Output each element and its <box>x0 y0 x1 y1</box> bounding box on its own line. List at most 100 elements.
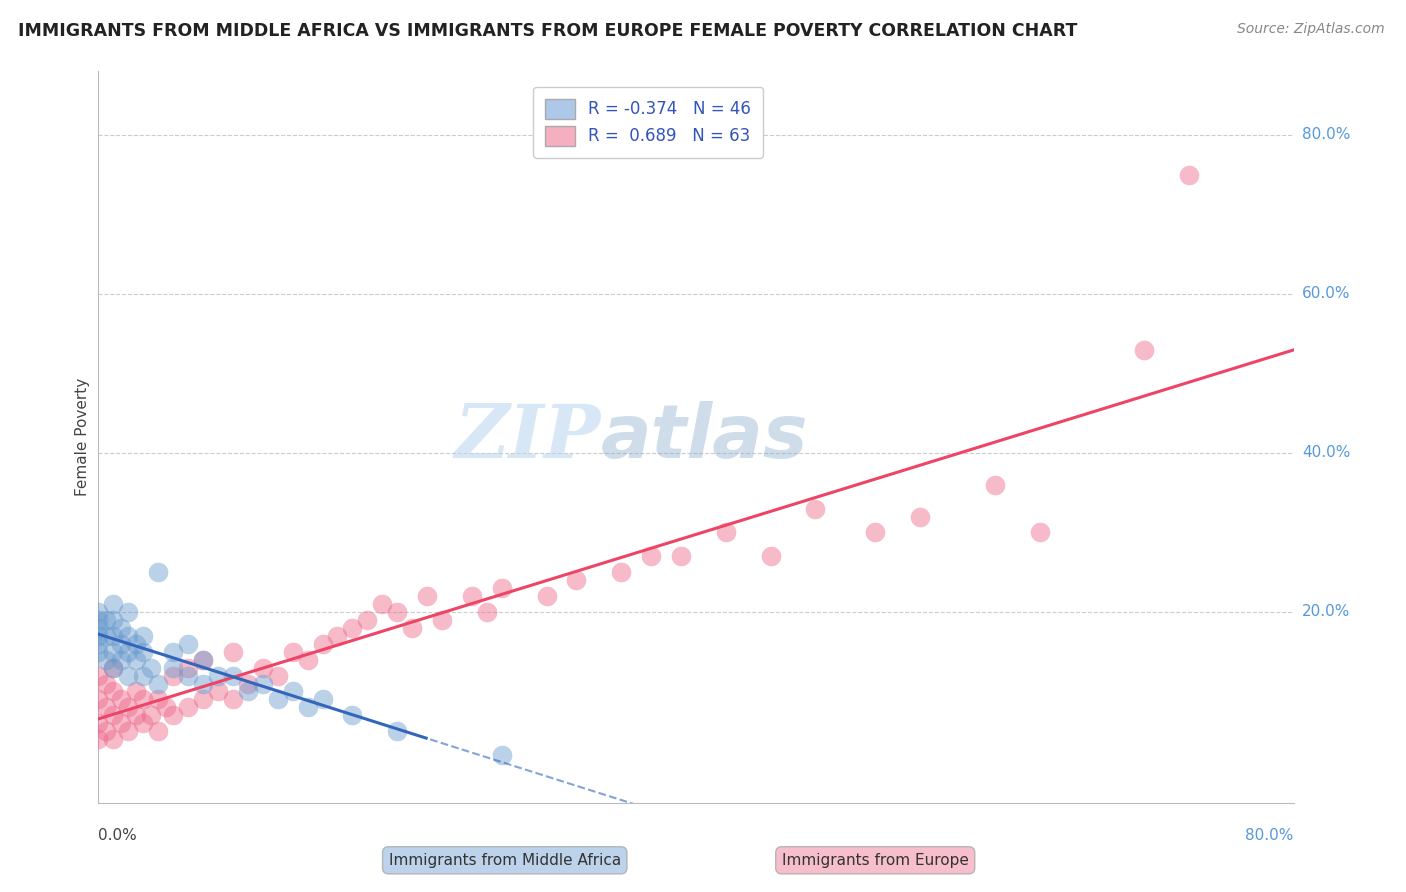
Point <box>565 573 588 587</box>
Point <box>222 692 245 706</box>
Point <box>714 525 737 540</box>
Point <box>311 637 333 651</box>
Point <box>177 660 200 674</box>
Point <box>103 629 125 643</box>
Point <box>87 645 110 659</box>
Point <box>297 653 319 667</box>
Y-axis label: Female Poverty: Female Poverty <box>75 378 90 496</box>
Point <box>311 692 333 706</box>
Point <box>87 692 110 706</box>
Text: Immigrants from Europe: Immigrants from Europe <box>782 853 969 868</box>
Point <box>865 525 887 540</box>
Point <box>132 645 155 659</box>
Point <box>117 700 139 714</box>
Point <box>117 724 139 739</box>
Point <box>385 605 409 619</box>
Point <box>110 716 132 731</box>
Point <box>94 676 117 690</box>
Point <box>132 716 155 731</box>
Point <box>281 684 304 698</box>
Point <box>94 724 117 739</box>
Point <box>236 676 259 690</box>
Point <box>94 629 117 643</box>
Point <box>110 637 132 651</box>
Point <box>103 732 125 747</box>
Point <box>125 637 148 651</box>
Point <box>461 589 484 603</box>
Point <box>1133 343 1156 357</box>
Point <box>155 700 177 714</box>
Point <box>110 692 132 706</box>
Text: 40.0%: 40.0% <box>1302 445 1350 460</box>
Point <box>103 660 125 674</box>
Point <box>87 732 110 747</box>
Point <box>110 621 132 635</box>
Point <box>236 684 259 698</box>
Point <box>117 629 139 643</box>
Point <box>87 613 110 627</box>
Point <box>87 637 110 651</box>
Point <box>385 724 409 739</box>
Point <box>1178 168 1201 182</box>
Text: 60.0%: 60.0% <box>1302 286 1350 301</box>
Point <box>139 660 162 674</box>
Point <box>177 637 200 651</box>
Point <box>177 700 200 714</box>
Text: atlas: atlas <box>600 401 808 474</box>
Text: 80.0%: 80.0% <box>1246 828 1294 843</box>
Point <box>342 708 364 723</box>
Text: Source: ZipAtlas.com: Source: ZipAtlas.com <box>1237 22 1385 37</box>
Point <box>1028 525 1050 540</box>
Point <box>536 589 558 603</box>
Point <box>148 676 170 690</box>
Point <box>132 692 155 706</box>
Point <box>252 660 274 674</box>
Point <box>669 549 692 564</box>
Point <box>87 668 110 682</box>
Point <box>640 549 662 564</box>
Point <box>87 629 110 643</box>
Point <box>610 566 633 580</box>
Point <box>908 509 931 524</box>
Point <box>281 645 304 659</box>
Point <box>207 684 229 698</box>
Point <box>103 645 125 659</box>
Point <box>103 708 125 723</box>
Point <box>491 581 513 595</box>
Point <box>162 668 184 682</box>
Point <box>191 692 214 706</box>
Legend: R = -0.374   N = 46, R =  0.689   N = 63: R = -0.374 N = 46, R = 0.689 N = 63 <box>533 87 763 158</box>
Point <box>148 692 170 706</box>
Point <box>491 748 513 763</box>
Text: ZIP: ZIP <box>454 401 600 474</box>
Point <box>87 605 110 619</box>
Point <box>191 653 214 667</box>
Point <box>117 605 139 619</box>
Point <box>103 597 125 611</box>
Point <box>103 613 125 627</box>
Point <box>267 692 290 706</box>
Point <box>132 668 155 682</box>
Point <box>94 700 117 714</box>
Point <box>191 653 214 667</box>
Point <box>267 668 290 682</box>
Point <box>148 566 170 580</box>
Point <box>984 477 1007 491</box>
Point <box>162 708 184 723</box>
Point <box>162 660 184 674</box>
Point <box>177 668 200 682</box>
Point <box>162 645 184 659</box>
Point <box>759 549 782 564</box>
Point <box>207 668 229 682</box>
Point <box>94 613 117 627</box>
Point <box>475 605 498 619</box>
Point <box>139 708 162 723</box>
Text: Immigrants from Middle Africa: Immigrants from Middle Africa <box>388 853 621 868</box>
Point <box>297 700 319 714</box>
Point <box>416 589 439 603</box>
Point <box>191 676 214 690</box>
Point <box>87 716 110 731</box>
Point <box>117 668 139 682</box>
Point <box>222 668 245 682</box>
Point <box>804 501 827 516</box>
